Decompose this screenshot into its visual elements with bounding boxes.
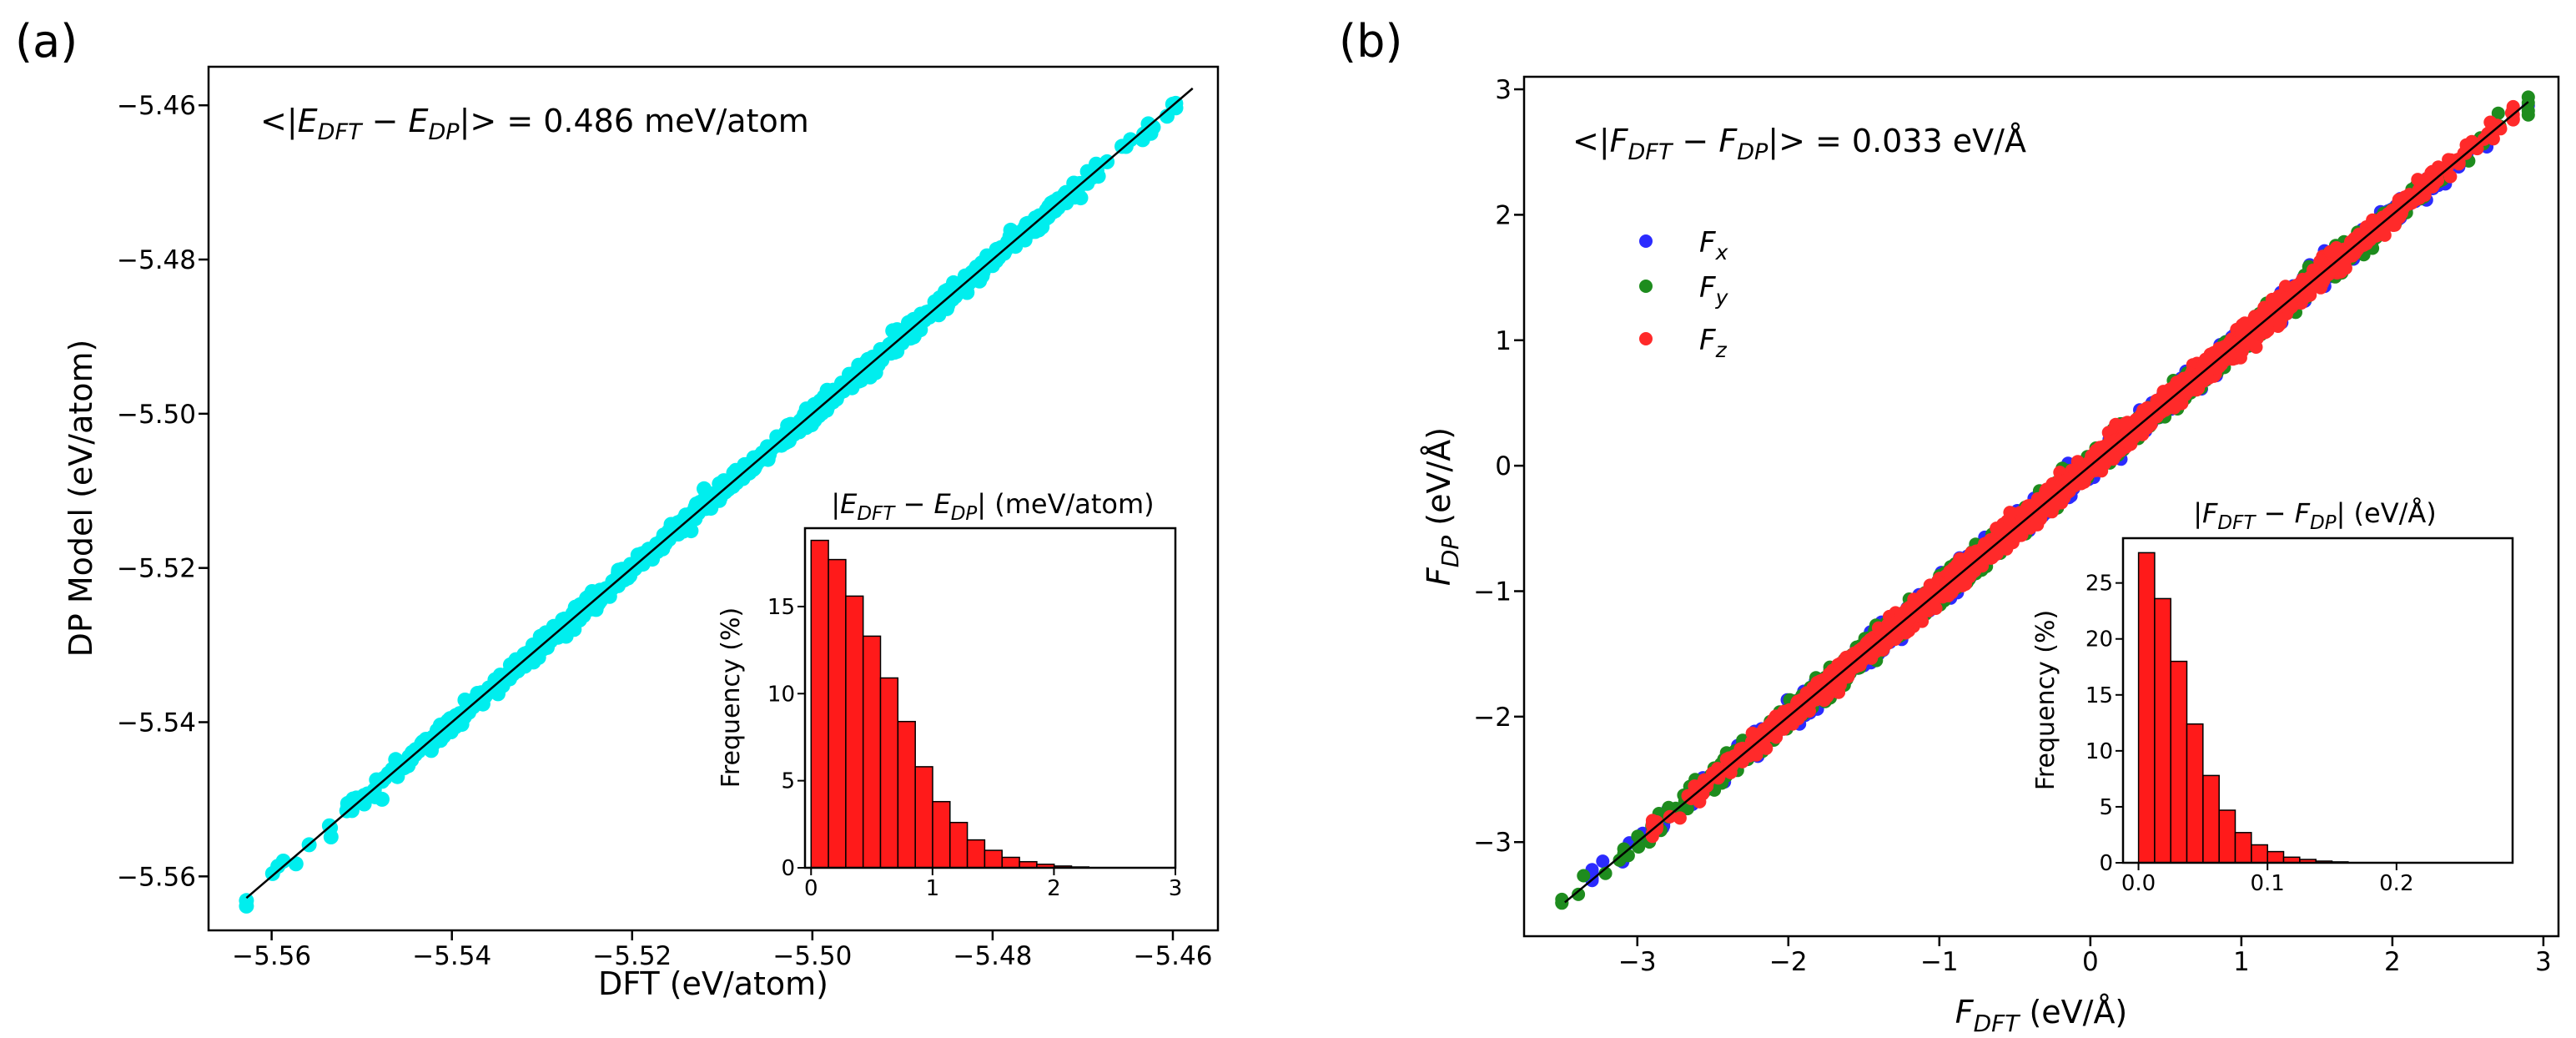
panel-a-inset-bar <box>879 677 899 869</box>
panel-a-point-e <box>1114 139 1130 154</box>
panel-a-points <box>239 95 1184 914</box>
panel-b-point-fy <box>1577 869 1591 883</box>
panel-a-point-e <box>864 358 880 374</box>
panel-a-point-e <box>785 420 801 436</box>
panel-a-y-tick-label: −5.46 <box>117 91 196 121</box>
panel-a-y-tick-label: −5.56 <box>117 862 196 892</box>
panel-a-x-axis-label: DFT (eV/atom) <box>598 965 828 1002</box>
panel-a-axes-frame <box>207 65 1220 932</box>
panel-a-point-e <box>418 732 434 747</box>
panel-a-inset-y-tick-label: 15 <box>767 595 795 620</box>
panel-a-inset-bar <box>984 849 1003 869</box>
panel-a-y-ticks: −5.56 −5.54 −5.52 −5.50 −5.48 −5.46 <box>117 91 209 892</box>
panel-a-y-axis-label: DP Model (eV/atom) <box>63 340 99 658</box>
panel-a-point-e <box>851 373 867 389</box>
panel-a-inset-bar <box>828 558 847 869</box>
panel-a-inset-x-tick-label: 2 <box>1047 876 1061 901</box>
panel-a-point-e <box>264 865 280 881</box>
panel-a-x-tick-label: −5.56 <box>232 941 311 971</box>
panel-a-label: (a) <box>15 15 78 68</box>
panel-a-inset-bar <box>845 595 864 869</box>
panel-a-x-tick-label: −5.48 <box>953 941 1032 971</box>
panel-a-point-e <box>611 565 626 581</box>
panel-a-inset-frame <box>803 527 1177 869</box>
panel-a-inset-y-label: Frequency (%) <box>717 607 746 788</box>
panel-b-point-fy <box>1613 853 1627 867</box>
panel-a-point-e <box>873 344 889 359</box>
panel-a-reference-line <box>245 87 1194 899</box>
panel-a-inset-bar <box>966 839 986 869</box>
panel-a-inset-y-tick-label: 10 <box>767 682 795 707</box>
panel-a-x-tick-label: −5.46 <box>1133 941 1212 971</box>
panel-a-x-tick-label: −5.52 <box>592 941 672 971</box>
panel-a-point-e <box>288 856 304 872</box>
panel-a-y-tick-label: −5.54 <box>117 708 196 738</box>
panel-a-point-e <box>434 721 450 737</box>
panel-b-point-fy <box>2491 106 2505 120</box>
panel-a-point-e <box>717 484 733 500</box>
panel-b-point-fy <box>1617 842 1631 856</box>
panel-a-point-e <box>1140 116 1156 132</box>
panel-a-inset-bar <box>862 635 882 869</box>
panel-a-y-tick-label: −5.48 <box>117 245 196 275</box>
panel-a-point-e <box>275 854 291 869</box>
panel-a-point-e <box>493 670 509 686</box>
panel-a-inset-bar <box>932 800 951 869</box>
panel-a-point-e <box>567 599 583 615</box>
panel-a-point-e <box>525 637 541 653</box>
panel-b-label: (b) <box>1339 15 1402 68</box>
panel-a-point-e <box>588 587 604 602</box>
panel-a-mae-annotation: <|EDFT − EDP|> = 0.486 meV/atom <box>260 103 809 145</box>
panel-a-inset-bar <box>897 720 916 869</box>
panel-a-inset-histogram: |EDFT − EDP| (meV/atom) 0 1 2 3 0 5 10 15 Freq… <box>717 488 1182 901</box>
panel-a-x-ticks: −5.56 −5.54 −5.52 −5.50 −5.48 −5.46 <box>232 930 1212 971</box>
panel-a-inset-bars <box>805 528 1175 869</box>
panel-b-point-fy <box>2521 90 2535 104</box>
panel-b-point-fx <box>1596 854 1610 869</box>
panel-b-point-fy <box>1555 892 1569 906</box>
panel-a-point-e <box>239 898 254 914</box>
panel-a-point-e <box>539 628 555 644</box>
panel-a-point-e <box>375 791 390 807</box>
panel-a-point-e <box>1050 200 1066 215</box>
panel-a-inset-bar <box>914 766 933 869</box>
panel-a-point-e <box>508 652 524 668</box>
panel-a-y-tick-label: −5.52 <box>117 554 196 584</box>
panel-a-x-tick-label: −5.54 <box>412 941 491 971</box>
panel-a-inset-bar <box>1001 856 1020 869</box>
panel-a-point-e <box>1026 219 1042 234</box>
panel-a-y-tick-label: −5.50 <box>117 400 196 430</box>
panel-a-inset-y-tick-label: 5 <box>781 769 795 794</box>
panel-a-inset-y-ticks: 0 5 10 15 <box>767 595 805 881</box>
panel-a-point-e <box>456 709 472 725</box>
panel-a-point-e <box>773 430 789 446</box>
panel-b-point-fy <box>1572 887 1586 901</box>
panel-a-point-e <box>340 795 355 811</box>
panel-a: (a) −5.56 −5.54 −5.52 −5.50 −5.48 −5.46 −5.56… <box>15 15 1220 1002</box>
panel-a-inset-x-tick-label: 1 <box>926 876 940 901</box>
panel-a-inset-bar <box>949 821 969 869</box>
panel-a-point-e <box>959 285 975 300</box>
panel-a-inset-bar <box>810 539 829 869</box>
panel-a-point-e <box>674 516 689 532</box>
panel-a-point-e <box>1168 100 1184 116</box>
panel-a-inset-x-tick-label: 3 <box>1169 876 1183 901</box>
panel-b-points <box>1555 90 2535 910</box>
panel-a-point-e <box>820 389 836 405</box>
panel-a-inset-title: |EDFT − EDP| (meV/atom) <box>831 488 1154 525</box>
panel-a-inset-x-ticks: 0 1 2 3 <box>804 868 1182 901</box>
panel-a-point-e <box>740 466 756 481</box>
panel-b-point-fy <box>1680 802 1694 816</box>
panel-a-x-tick-label: −5.50 <box>772 941 852 971</box>
panel-a-point-e <box>940 298 956 314</box>
panel-a-inset-x-tick-label: 0 <box>804 876 818 901</box>
panel-a-inset-y-tick-label: 0 <box>781 856 795 881</box>
panel-a-point-e <box>813 401 829 417</box>
panel-a-point-e <box>1017 232 1033 248</box>
